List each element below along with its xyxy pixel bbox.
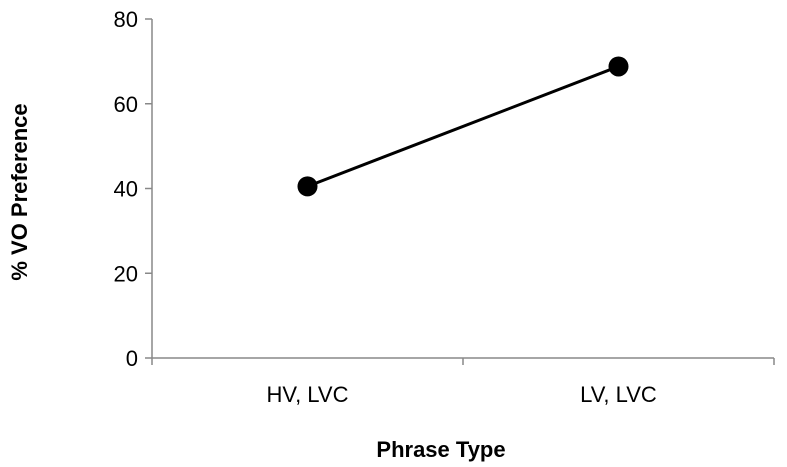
series-line [306,65,620,188]
y-tick-label: 80 [114,7,138,32]
y-axis-title: % VO Preference [7,103,32,280]
y-tick-label: 40 [114,177,138,202]
y-tick-label: 0 [126,346,138,371]
x-tick-labels: HV, LVC LV, LVC [151,358,775,407]
y-tick-label: 20 [114,261,138,286]
series [297,56,629,197]
x-tick-label: LV, LVC [580,382,657,407]
data-point [297,176,318,197]
x-tick-label: HV, LVC [267,382,349,407]
x-axis-title: Phrase Type [376,437,505,462]
y-tick-label: 60 [114,92,138,117]
y-tick-labels: 0 20 40 60 80 [114,7,152,371]
data-point [608,56,629,77]
axes [151,19,774,359]
